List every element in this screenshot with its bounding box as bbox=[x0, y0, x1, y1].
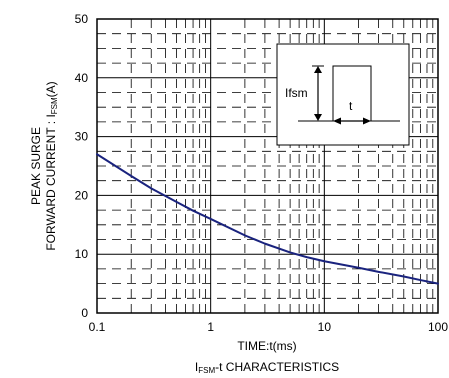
x-tick-label: 10 bbox=[318, 320, 332, 334]
inset-diagram: Ifsm t bbox=[276, 43, 410, 146]
caption-subscript: FSM bbox=[198, 366, 215, 375]
x-axis-label: TIME:t(ms) bbox=[237, 339, 296, 353]
inset-arrow-head-down bbox=[314, 114, 322, 121]
caption-prefix: I bbox=[195, 360, 198, 374]
inset-arrow-head-left bbox=[333, 117, 341, 125]
inset-pulse bbox=[332, 65, 372, 121]
x-tick-label: 100 bbox=[428, 320, 448, 334]
y-tick-label: 30 bbox=[75, 130, 89, 144]
inset-ifsm-label: Ifsm bbox=[285, 86, 308, 100]
inset-box bbox=[276, 43, 410, 146]
series-line bbox=[96, 153, 439, 285]
y-tick-label: 50 bbox=[75, 12, 89, 26]
tick-label-layer: 0.1 1 10 100 0 10 20 30 40 50 bbox=[75, 12, 449, 334]
y-tick-label: 10 bbox=[75, 247, 89, 261]
y-tick-label: 20 bbox=[75, 188, 89, 202]
y-axis-label-line1: PEAK SURGE bbox=[29, 127, 43, 205]
inset-arrow-head-right bbox=[363, 117, 371, 125]
caption-suffix: -t CHARACTERISTICS bbox=[215, 360, 339, 374]
series-layer bbox=[96, 153, 439, 285]
y-label-suffix: (A) bbox=[44, 81, 58, 97]
x-tick-label: 1 bbox=[207, 320, 214, 334]
y-tick-label: 40 bbox=[75, 71, 89, 85]
plot-frame bbox=[96, 18, 439, 314]
x-tick-label: 0.1 bbox=[89, 320, 106, 334]
chart-caption: IFSM-t CHARACTERISTICS bbox=[195, 360, 339, 375]
y-label-prefix: FORWARD CURRENT : I bbox=[44, 114, 58, 250]
inset-arrow-head-up bbox=[314, 66, 322, 73]
y-tick-label: 0 bbox=[81, 306, 88, 320]
inset-t-label: t bbox=[349, 99, 353, 113]
y-axis-label: PEAK SURGE FORWARD CURRENT : IFSM(A) bbox=[29, 81, 59, 250]
y-label-subscript: FSM bbox=[50, 97, 59, 114]
y-axis-label-line2: FORWARD CURRENT : IFSM(A) bbox=[44, 81, 59, 250]
